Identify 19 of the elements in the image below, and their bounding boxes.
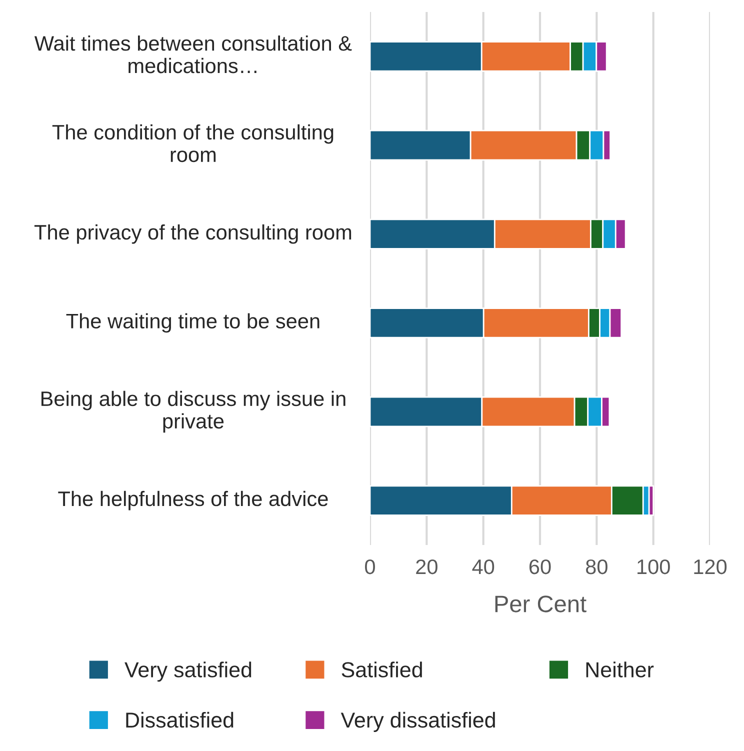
y-tick-label: The helpfulness of the advice bbox=[58, 490, 328, 510]
x-tick-label: 20 bbox=[416, 559, 438, 574]
x-tick-label: 120 bbox=[694, 559, 727, 574]
legend-label: Very dissatisfied bbox=[340, 712, 495, 732]
x-tick-label: 80 bbox=[586, 559, 608, 574]
x-tick-label: 60 bbox=[529, 559, 551, 574]
legend-label: Very satisfied bbox=[124, 662, 252, 682]
legend-label: Neither bbox=[586, 662, 654, 678]
legend-label: Satisfied bbox=[342, 662, 422, 678]
y-tick-label: Wait times between consultation & medications… bbox=[34, 35, 352, 74]
legend-label: Dissatisfied bbox=[126, 712, 234, 728]
x-axis-title: Per Cent bbox=[495, 596, 586, 612]
x-tick-label: 0 bbox=[365, 559, 375, 574]
y-tick-label: The waiting time to be seen bbox=[66, 313, 320, 333]
x-tick-label: 40 bbox=[472, 559, 494, 574]
y-tick-label: Being able to discuss my issue in private bbox=[41, 390, 346, 433]
y-tick-label: The condition of the consulting room bbox=[52, 124, 334, 162]
x-tick-label: 100 bbox=[638, 559, 670, 574]
y-tick-label: The privacy of the consulting room bbox=[34, 224, 352, 244]
